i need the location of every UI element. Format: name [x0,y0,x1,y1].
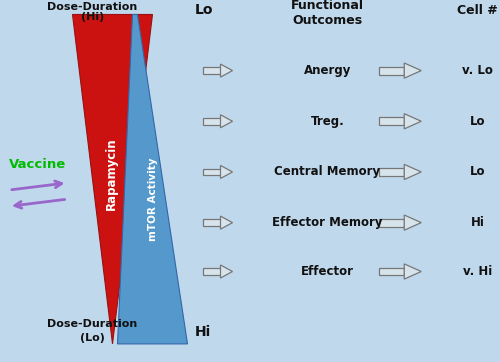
Bar [379,168,404,176]
Bar [202,118,220,125]
Text: Anergy: Anergy [304,64,351,77]
Bar [379,67,404,75]
Text: Lo: Lo [470,115,486,128]
Text: Treg.: Treg. [310,115,344,128]
Bar [202,67,220,74]
Text: Central Memory: Central Memory [274,165,380,178]
Bar [202,219,220,226]
Text: Lo: Lo [470,165,486,178]
Text: Dose-Duration: Dose-Duration [48,1,138,12]
Text: Functional
Outcomes: Functional Outcomes [291,0,364,27]
Polygon shape [220,216,232,229]
Text: Dose-Duration: Dose-Duration [48,319,138,329]
Polygon shape [220,165,232,178]
Bar [379,117,404,125]
Polygon shape [404,264,421,279]
Text: Hi: Hi [470,216,484,229]
Polygon shape [220,64,232,77]
Text: v. Lo: v. Lo [462,64,493,77]
Polygon shape [404,164,421,180]
Text: Effector Memory: Effector Memory [272,216,383,229]
Text: Hi: Hi [195,325,211,339]
Text: mTOR Activity: mTOR Activity [148,157,158,241]
Bar [202,169,220,175]
Polygon shape [404,215,421,230]
Text: Cell #: Cell # [457,4,498,17]
Polygon shape [72,14,152,344]
Bar [379,219,404,227]
Text: Lo: Lo [195,3,214,17]
Polygon shape [404,114,421,129]
Polygon shape [118,14,188,344]
Text: Vaccine: Vaccine [9,158,66,171]
Bar [202,268,220,275]
Text: (Hi): (Hi) [81,12,104,22]
Text: v. Hi: v. Hi [463,265,492,278]
Polygon shape [404,63,421,78]
Bar [379,268,404,275]
Text: Rapamycin: Rapamycin [104,138,118,210]
Polygon shape [220,265,232,278]
Text: Effector: Effector [301,265,354,278]
Polygon shape [220,115,232,128]
Text: (Lo): (Lo) [80,333,105,344]
